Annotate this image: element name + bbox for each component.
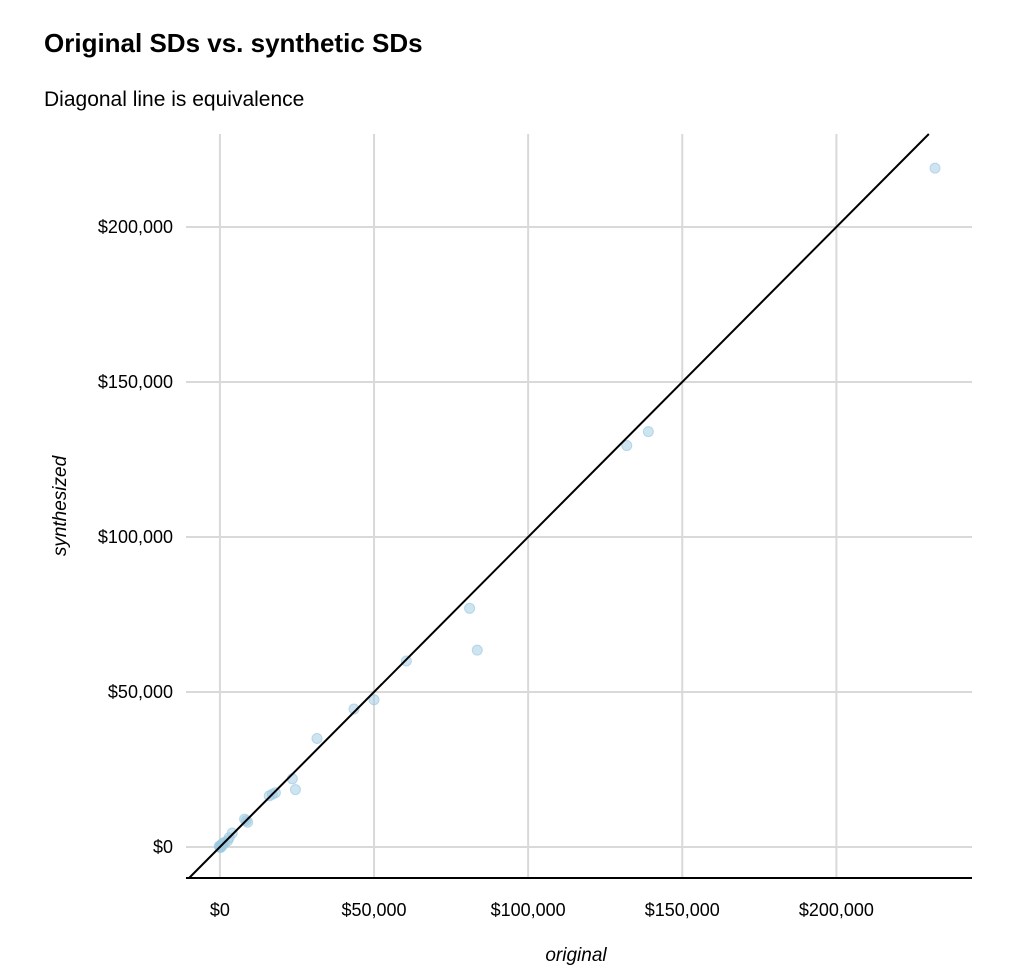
x-tick-label: $100,000 bbox=[491, 900, 566, 920]
x-axis-title: original bbox=[545, 945, 607, 966]
points-layer bbox=[213, 162, 941, 854]
data-point bbox=[289, 784, 301, 796]
x-tick-label: $200,000 bbox=[799, 900, 874, 920]
data-point bbox=[368, 694, 380, 706]
data-point bbox=[213, 840, 225, 852]
x-tick-label: $50,000 bbox=[341, 900, 406, 920]
reference-line-layer bbox=[188, 133, 930, 879]
tick-label-layer: $0 $50,000 $100,000 $150,000 $200,000 $0 $50,0… bbox=[50, 217, 874, 966]
data-point bbox=[471, 644, 483, 656]
equivalence-line bbox=[188, 133, 930, 879]
grid-layer bbox=[186, 134, 972, 878]
data-point bbox=[642, 426, 654, 438]
y-tick-label: $50,000 bbox=[108, 682, 173, 702]
y-tick-label: $0 bbox=[153, 837, 173, 857]
data-point bbox=[464, 602, 476, 614]
data-point bbox=[929, 162, 941, 174]
data-point bbox=[311, 733, 323, 744]
y-tick-label: $100,000 bbox=[98, 527, 173, 547]
data-point bbox=[400, 655, 412, 667]
chart-subtitle: Diagonal line is equivalence bbox=[44, 88, 305, 111]
x-tick-label: $150,000 bbox=[645, 900, 720, 920]
data-point bbox=[621, 440, 633, 452]
chart-title: Original SDs vs. synthetic SDs bbox=[44, 28, 423, 58]
data-point bbox=[348, 703, 360, 715]
y-tick-label: $150,000 bbox=[98, 372, 173, 392]
x-tick-label: $0 bbox=[210, 900, 230, 920]
y-tick-label: $200,000 bbox=[98, 217, 173, 237]
y-axis-title: synthesized bbox=[50, 454, 71, 556]
data-point bbox=[242, 816, 254, 828]
